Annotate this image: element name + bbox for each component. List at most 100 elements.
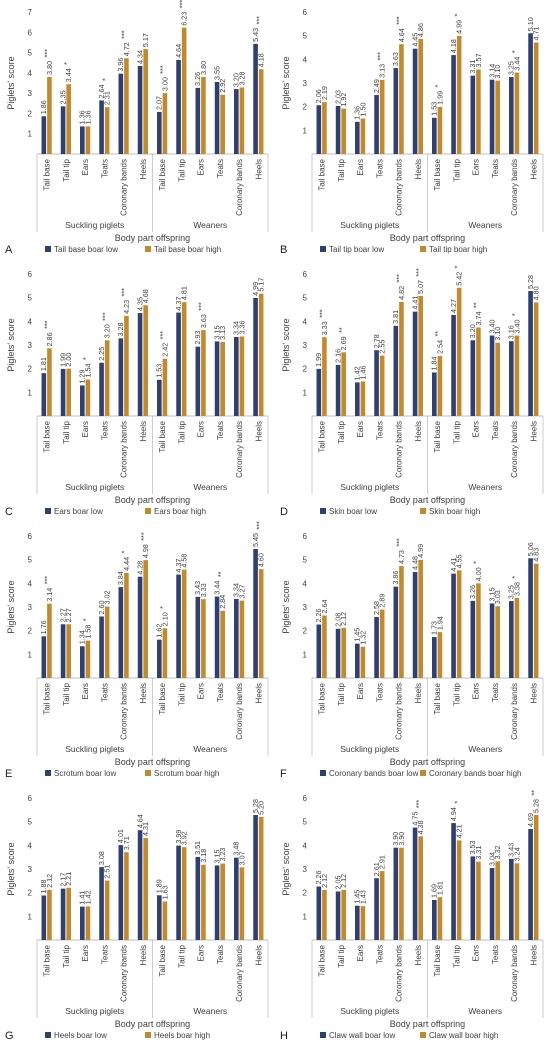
value-label-low: 3.28 xyxy=(116,322,125,336)
category-label: Tail tip xyxy=(337,420,346,443)
value-label-high: 3.36 xyxy=(237,320,246,334)
value-label-high: 5.07 xyxy=(416,280,425,294)
value-label-low: 4.28 xyxy=(135,561,144,575)
significance-marker: *** xyxy=(120,288,129,297)
significance-marker: * xyxy=(510,50,519,53)
value-label-low: 4.41 xyxy=(410,296,419,310)
category-label: Ears xyxy=(81,683,90,699)
value-label-high: 3.32 xyxy=(493,845,502,859)
value-label-low: 2.06 xyxy=(314,89,323,103)
bar-high xyxy=(341,889,346,940)
category-label: Coronary bands xyxy=(235,159,244,216)
group-label: Suckling piglets xyxy=(65,744,124,754)
category-label: Tail base xyxy=(43,944,52,976)
bar-high xyxy=(239,600,245,678)
bar-low xyxy=(355,382,360,416)
category-label: Teats xyxy=(491,945,500,964)
value-label-high: 4.18 xyxy=(257,53,266,67)
category-label: Tail base xyxy=(43,682,52,714)
bar-low xyxy=(355,121,360,154)
y-tick-label: 3 xyxy=(303,79,308,88)
bar-low xyxy=(489,868,495,940)
category-label: Tail tip xyxy=(62,944,71,967)
panel-letter: F xyxy=(280,768,287,780)
value-label-low: 1.53 xyxy=(155,364,164,378)
value-label-high: 5.20 xyxy=(257,801,266,815)
value-label-low: 1.41 xyxy=(78,891,87,905)
bar-low xyxy=(470,600,476,678)
bar-low xyxy=(195,346,201,416)
category-label: Teats xyxy=(100,945,109,964)
bar-high xyxy=(143,49,148,154)
bar-low xyxy=(253,297,258,416)
y-axis-title: Piglets' score xyxy=(281,56,291,109)
y-tick-label: 3 xyxy=(28,865,33,874)
bar-low xyxy=(432,900,437,940)
value-label-low: 1.99 xyxy=(314,353,323,367)
group-label: Weaners xyxy=(468,1006,502,1016)
group-label: Weaners xyxy=(468,220,502,230)
value-label-low: 3.55 xyxy=(212,66,221,80)
significance-marker: ** xyxy=(433,331,442,337)
bar-high xyxy=(85,640,91,678)
category-label: Coronary bands xyxy=(120,945,129,1002)
value-label-high: 4.31 xyxy=(141,822,150,836)
value-label-low: 1.42 xyxy=(353,366,362,380)
legend-label-high: Claw wall boar high xyxy=(429,1031,498,1040)
bar-high xyxy=(85,379,91,416)
significance-marker: *** xyxy=(254,521,263,530)
value-label-low: 2.17 xyxy=(58,873,67,887)
bar-low xyxy=(432,637,437,678)
bar-high xyxy=(476,327,481,416)
value-label-high: 3.80 xyxy=(45,61,54,75)
bar-low xyxy=(41,636,47,678)
bar-high xyxy=(201,599,206,678)
category-label: Tail tip xyxy=(452,944,461,967)
category-label: Ears xyxy=(472,683,481,699)
category-label: Tail tip xyxy=(177,420,186,443)
value-label-low: 3.53 xyxy=(468,840,477,854)
value-label-high: 1.43 xyxy=(358,890,367,904)
bar-high xyxy=(360,906,366,940)
bar-low xyxy=(374,878,379,940)
bar-low xyxy=(528,829,533,940)
bar-high xyxy=(258,69,264,154)
bar-high xyxy=(220,863,225,940)
value-label-high: 2.10 xyxy=(160,612,169,626)
bar-low xyxy=(470,75,476,154)
value-label-low: 4.18 xyxy=(449,39,458,53)
bar-high xyxy=(360,381,366,416)
category-label: Heels xyxy=(139,945,148,965)
legend-label-low: Claw wall boar low xyxy=(329,1031,395,1040)
y-tick-label: 3 xyxy=(303,865,308,874)
bar-low xyxy=(509,601,514,678)
value-label-low: 2.25 xyxy=(97,347,106,361)
bar-high xyxy=(124,58,129,154)
value-label-high: 3.31 xyxy=(474,846,483,860)
bar-high xyxy=(437,897,443,940)
category-label: Ears xyxy=(356,683,365,699)
value-label-high: 5.28 xyxy=(532,799,541,813)
bar-low xyxy=(176,312,181,416)
group-label: Suckling piglets xyxy=(65,220,124,230)
category-label: Teats xyxy=(216,683,225,702)
bar-high xyxy=(476,861,481,940)
bar-low xyxy=(99,867,104,940)
bar-low xyxy=(99,362,104,416)
value-label-high: 1.81 xyxy=(435,881,444,895)
category-label: Coronary bands xyxy=(235,421,244,478)
bar-high xyxy=(258,816,264,940)
bar-low xyxy=(137,830,143,940)
y-tick-label: 6 xyxy=(28,270,33,279)
bar-low xyxy=(137,576,143,678)
value-label-high: 4.99 xyxy=(416,544,425,558)
significance-marker: ** xyxy=(529,790,538,796)
y-tick-label: 5 xyxy=(28,294,33,303)
value-label-high: 4.55 xyxy=(455,554,464,568)
legend-swatch-high xyxy=(145,246,151,252)
significance-marker: *** xyxy=(197,302,206,311)
bar-low xyxy=(118,338,124,416)
y-tick-label: 2 xyxy=(303,627,308,636)
category-label: Heels xyxy=(254,945,263,965)
x-axis-title: Body part offspring xyxy=(390,1019,465,1029)
